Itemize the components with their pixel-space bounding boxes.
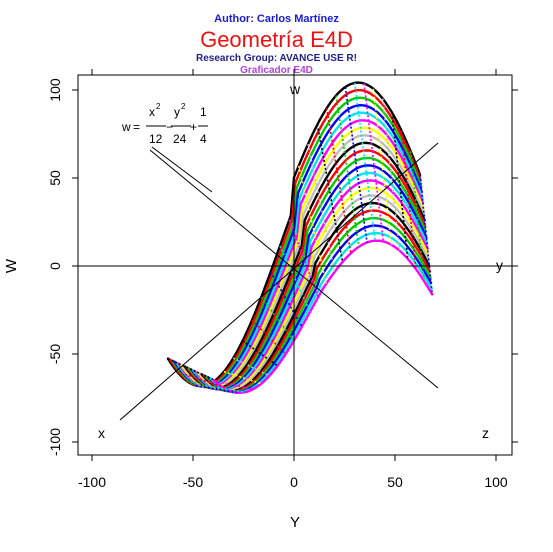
surface-cross-strand bbox=[195, 384, 237, 394]
surface-cross-strand bbox=[335, 95, 360, 247]
surface-curve bbox=[211, 239, 434, 394]
y-tick-label: 50 bbox=[47, 170, 63, 186]
formula-lhs: w bbox=[121, 120, 131, 134]
surface-cross-strand bbox=[363, 83, 385, 242]
x-axis-letter: x bbox=[98, 425, 105, 441]
formula-op2: + bbox=[190, 120, 197, 134]
y-axis-label: W bbox=[3, 258, 20, 273]
surface-cross-strand bbox=[205, 384, 246, 393]
surface-cross-strand bbox=[242, 340, 278, 367]
formula-term2-num: y bbox=[174, 105, 180, 119]
formula-equals: = bbox=[133, 120, 140, 134]
surface-cross-strand bbox=[297, 165, 328, 284]
formula-term2-den: 24 bbox=[173, 132, 187, 146]
x-tick-label: 0 bbox=[290, 474, 298, 490]
y-axis-letter: y bbox=[496, 257, 503, 273]
surface-cross-strand bbox=[177, 371, 221, 387]
z-axis-letter: z bbox=[482, 425, 489, 441]
surface-cross-strand bbox=[279, 245, 311, 313]
surface-cross-strand bbox=[400, 130, 417, 270]
surface-cross-strand bbox=[232, 357, 270, 377]
formula-term1-num: x bbox=[149, 105, 155, 119]
surface-cross-strand bbox=[419, 174, 433, 295]
axis-layer: -100 -50 0 50 100 -100 -50 0 50 100 bbox=[47, 69, 518, 490]
formula-term1-exp: 2 bbox=[156, 102, 161, 111]
chart-subtitle: Graficador E4D bbox=[240, 65, 313, 76]
surface-cross-strand bbox=[391, 112, 409, 259]
formula-term3-num: 1 bbox=[200, 105, 207, 119]
depth-axis-line bbox=[119, 142, 439, 421]
surface-cross-strand bbox=[260, 296, 295, 342]
surface-cross-strand bbox=[307, 143, 336, 273]
research-group-label: Research Group: AVANCE USE R! bbox=[196, 53, 357, 64]
formula-pointer-line bbox=[151, 146, 213, 193]
y-tick-label: 100 bbox=[47, 78, 63, 102]
x-axis-label: Y bbox=[290, 514, 300, 531]
surface-cross-strand bbox=[223, 370, 262, 385]
surface-cross-strand bbox=[269, 271, 303, 327]
formula-term2-exp: 2 bbox=[181, 102, 186, 111]
y-tick-label: -50 bbox=[47, 344, 63, 364]
y-tick-label: 0 bbox=[47, 262, 63, 270]
function-formula: w = x 2 12 − y 2 24 + 1 4 bbox=[121, 102, 208, 146]
surface-cross-strand bbox=[325, 108, 352, 254]
author-label: Author: Carlos Martínez bbox=[214, 13, 339, 25]
surface-cross-strand bbox=[353, 82, 376, 241]
x-tick-label: 100 bbox=[484, 474, 508, 490]
surface-cross-strand bbox=[409, 151, 425, 282]
surface-cross-strand bbox=[167, 357, 213, 381]
surface-cross-strand bbox=[214, 380, 254, 390]
formula-term1-den: 12 bbox=[149, 132, 163, 146]
surface-cross-strand bbox=[381, 98, 401, 251]
formula-op1: − bbox=[166, 120, 173, 134]
chart-title: Geometría E4D bbox=[200, 27, 353, 52]
x-depth-axis-line bbox=[149, 149, 439, 389]
x-tick-label: -50 bbox=[183, 474, 203, 490]
x-tick-label: -100 bbox=[78, 474, 106, 490]
curve-layer bbox=[166, 81, 434, 394]
x-tick-label: 50 bbox=[387, 474, 403, 490]
w-axis-letter: w bbox=[289, 81, 301, 97]
y-tick-label: -100 bbox=[47, 428, 63, 456]
surface-cross-strand bbox=[316, 124, 344, 262]
formula-term3-den: 4 bbox=[200, 132, 207, 146]
plot-frame bbox=[77, 74, 513, 456]
